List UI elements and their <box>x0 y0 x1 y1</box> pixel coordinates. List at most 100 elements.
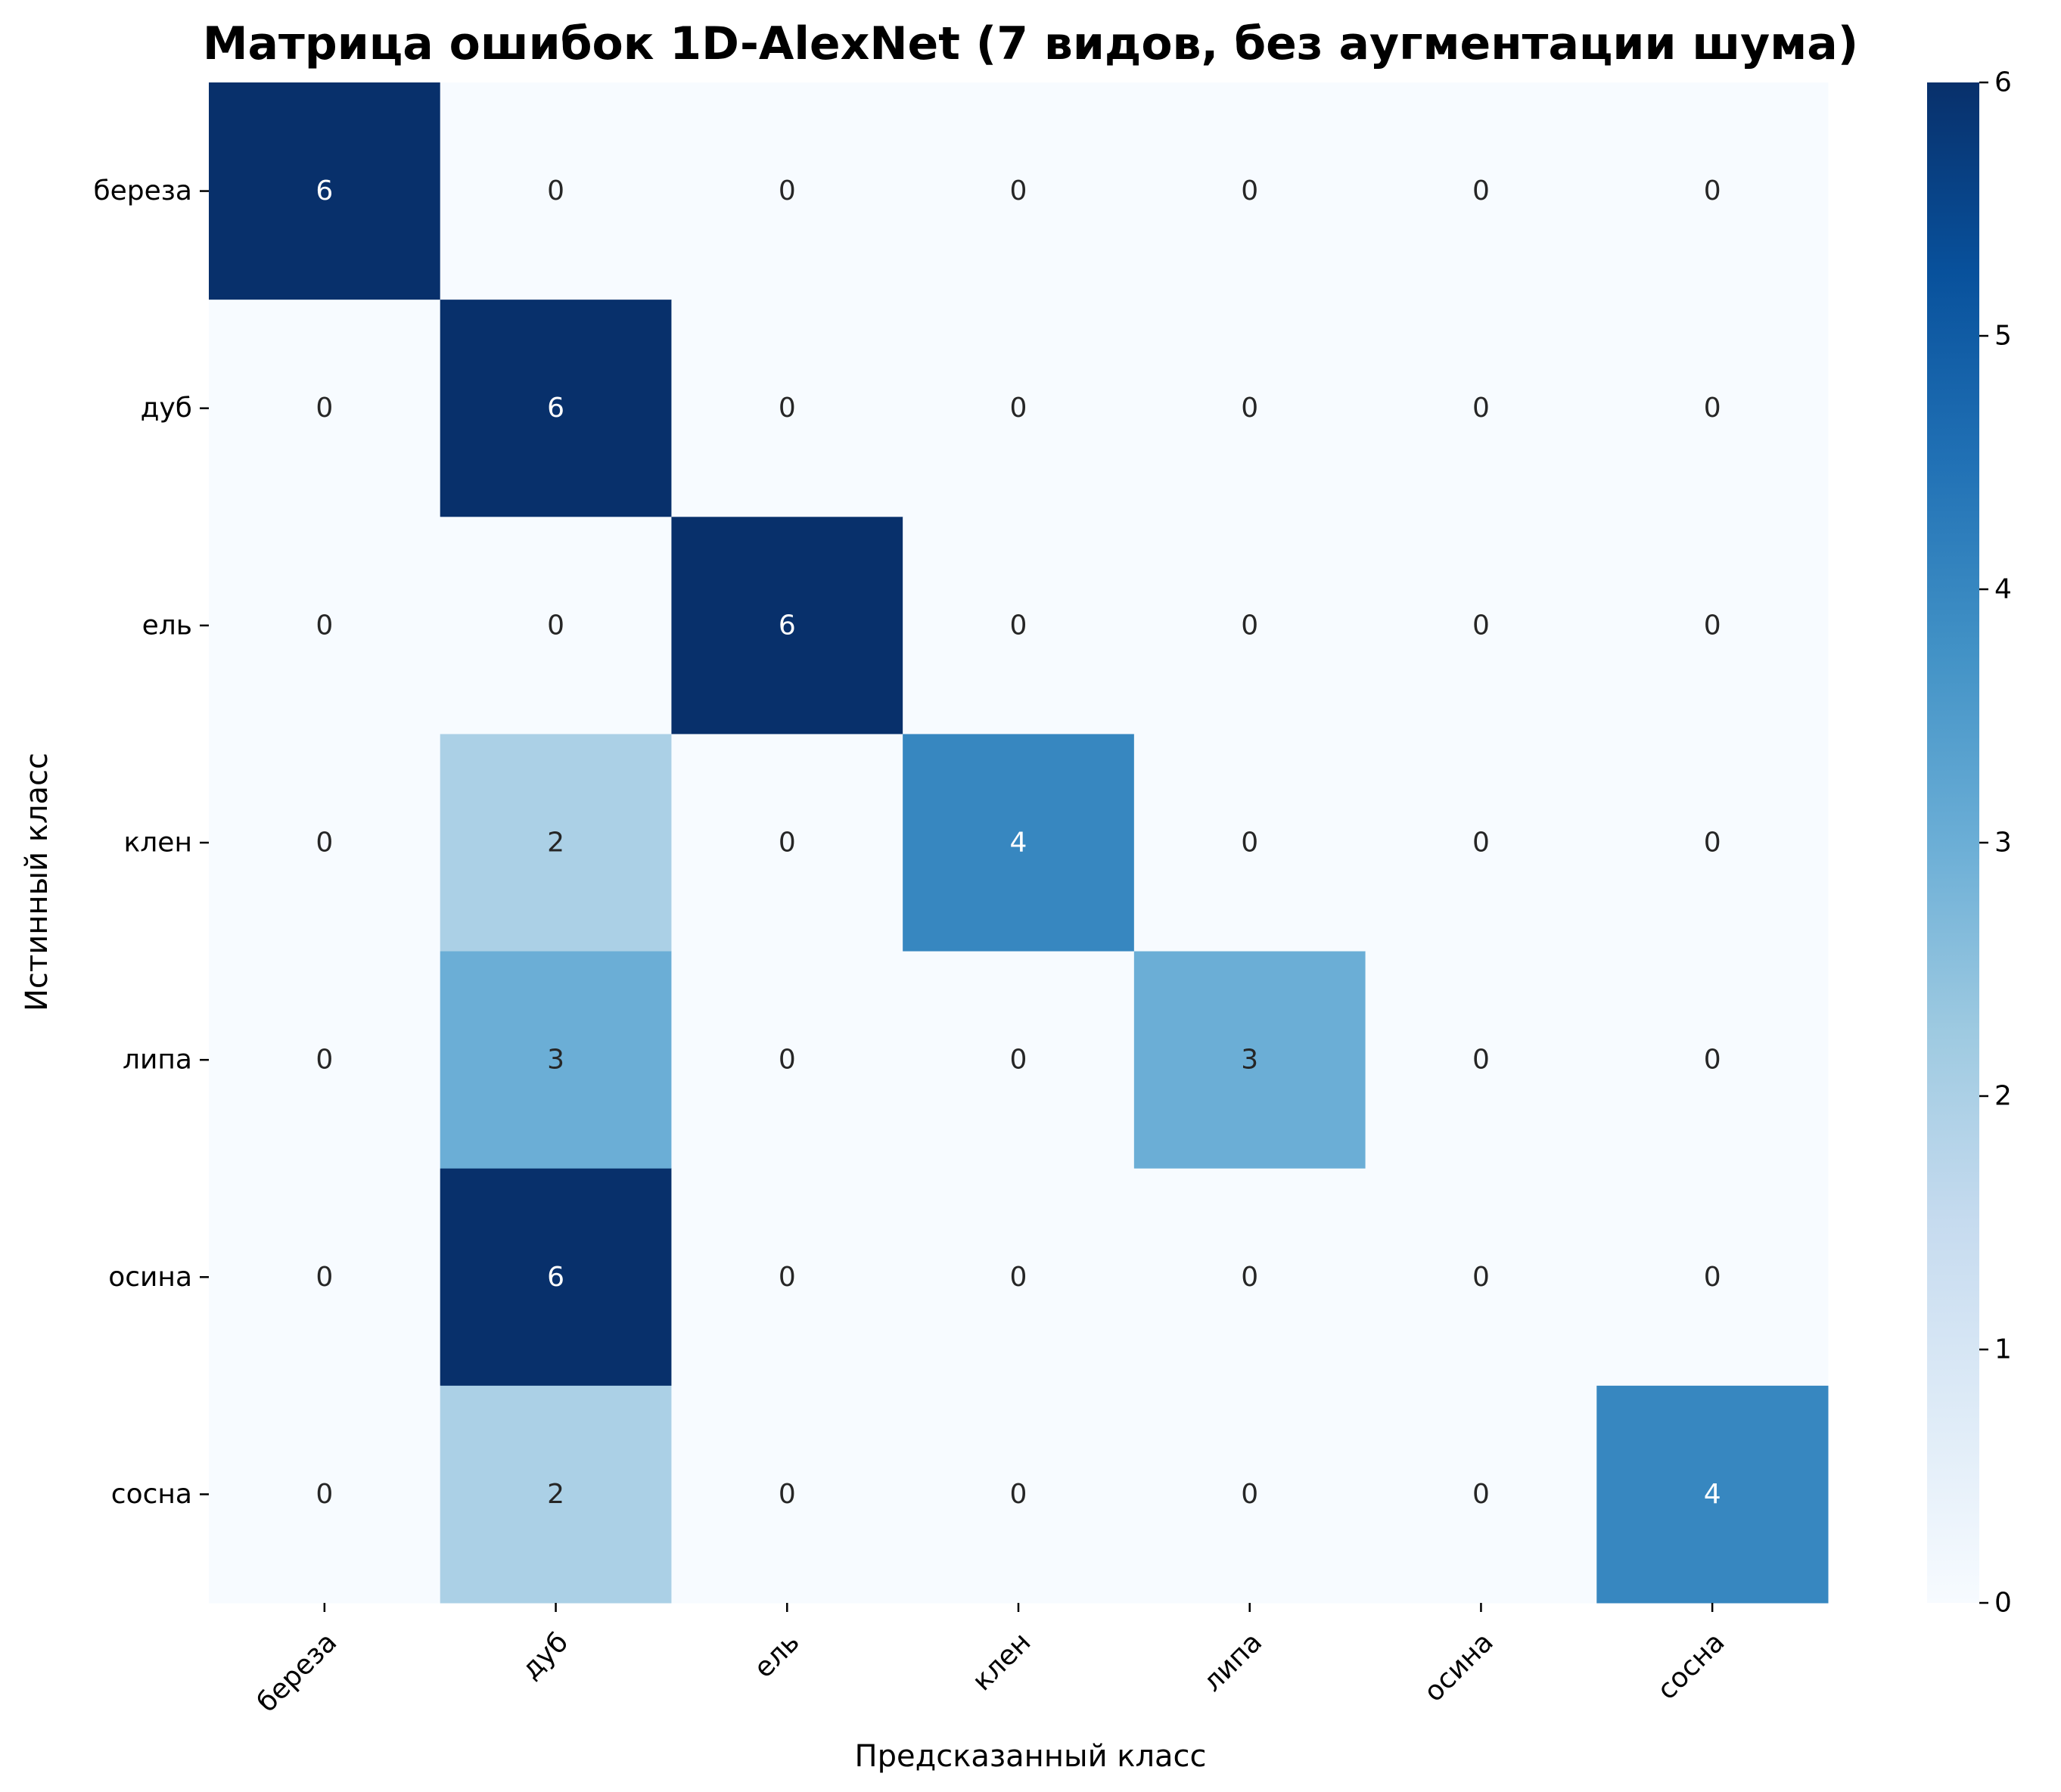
cell-value-label: 0 <box>779 828 796 859</box>
x-tick-label: липа <box>1197 1626 1268 1697</box>
colorbar-tick-label: 1 <box>1994 1334 2012 1365</box>
cell-value-label: 0 <box>1704 175 1721 207</box>
colorbar <box>1927 82 1979 1603</box>
heatmap-cell <box>1365 734 1597 952</box>
heatmap-cell <box>903 300 1135 517</box>
heatmap-cell <box>903 734 1135 952</box>
cell-value-label: 4 <box>1010 828 1027 859</box>
cell-value-label: 0 <box>1010 1479 1027 1510</box>
cell-value-label: 0 <box>1472 393 1490 424</box>
x-tick-label: клен <box>967 1626 1037 1697</box>
y-tick-label: клен <box>124 828 192 859</box>
heatmap-cell <box>903 1168 1135 1387</box>
heatmap-cell <box>903 82 1135 300</box>
cell-value-label: 4 <box>1704 1479 1721 1510</box>
heatmap-cell <box>903 1385 1135 1604</box>
cell-value-label: 0 <box>547 610 564 641</box>
colorbar-tick-label: 5 <box>1994 321 2012 352</box>
heatmap-cell <box>1133 300 1366 517</box>
cell-value-label: 0 <box>1241 393 1258 424</box>
y-axis-label: Истинный класс <box>20 753 54 1011</box>
heatmap-cell <box>209 1168 441 1387</box>
heatmap-cell <box>1596 517 1829 735</box>
heatmap-cell <box>1133 734 1366 952</box>
cell-value-label: 3 <box>1241 1045 1258 1076</box>
heatmap-cell <box>440 1168 672 1387</box>
colorbar-tick-label: 0 <box>1994 1588 2012 1619</box>
heatmap-cell <box>671 82 903 300</box>
cell-value-label: 3 <box>547 1045 564 1076</box>
heatmap-cell <box>671 300 903 517</box>
heatmap-cell <box>671 517 903 735</box>
cell-value-label: 2 <box>547 1479 564 1510</box>
cell-value-label: 0 <box>1472 610 1490 641</box>
heatmap-cell <box>1596 300 1829 517</box>
cell-value-label: 0 <box>779 1262 796 1293</box>
cell-value-label: 0 <box>779 1045 796 1076</box>
cell-value-label: 0 <box>1010 1262 1027 1293</box>
heatmap-cell <box>1365 1385 1597 1604</box>
y-tick-label: ель <box>142 610 192 641</box>
y-tick-label: сосна <box>111 1479 192 1510</box>
heatmap-cell-labels: 6 0 0 0 0 0 0 0 6 0 0 0 0 0 0 0 6 0 0 0 0 0 2 0 4 0 0 0 0 3 0 0 3 0 0 0 6 0 0 0… <box>316 175 1721 1510</box>
y-tick-label: береза <box>93 175 192 207</box>
heatmap-cell <box>903 517 1135 735</box>
cell-value-label: 0 <box>1704 610 1721 641</box>
cell-value-label: 0 <box>316 828 333 859</box>
heatmap-cell <box>1365 82 1597 300</box>
y-tick-label: липа <box>123 1045 192 1076</box>
cell-value-label: 0 <box>316 610 333 641</box>
heatmap-cell <box>209 734 441 952</box>
y-tick-label: дуб <box>141 393 192 424</box>
heatmap-cell <box>1133 82 1366 300</box>
heatmap-cell <box>1133 1385 1366 1604</box>
colorbar-ticks: 0 1 2 3 4 5 6 <box>1979 67 2012 1619</box>
heatmap-cell <box>1133 951 1366 1169</box>
cell-value-label: 0 <box>779 1479 796 1510</box>
cell-value-label: 0 <box>316 393 333 424</box>
cell-value-label: 0 <box>316 1262 333 1293</box>
cell-value-label: 0 <box>1241 828 1258 859</box>
cell-value-label: 0 <box>1472 1045 1490 1076</box>
x-tick-label: дуб <box>516 1626 574 1685</box>
cell-value-label: 0 <box>1241 1262 1258 1293</box>
x-axis-label: Предсказанный класс <box>855 1739 1207 1774</box>
heatmap-cell <box>209 951 441 1169</box>
cell-value-label: 6 <box>547 393 564 424</box>
heatmap-cell <box>440 951 672 1169</box>
cell-value-label: 0 <box>1472 1262 1490 1293</box>
cell-value-label: 0 <box>1704 1045 1721 1076</box>
cell-value-label: 0 <box>779 393 796 424</box>
heatmap-cell <box>1596 1168 1829 1387</box>
heatmap-cell <box>209 1385 441 1604</box>
heatmap-cell <box>1365 951 1597 1169</box>
heatmap-cell <box>209 300 441 517</box>
heatmap-cell <box>209 82 441 300</box>
cell-value-label: 0 <box>316 1479 333 1510</box>
cell-value-label: 2 <box>547 828 564 859</box>
cell-value-label: 0 <box>1472 175 1490 207</box>
cell-value-label: 0 <box>1010 1045 1027 1076</box>
colorbar-tick-label: 3 <box>1994 828 2012 859</box>
y-axis-ticks: береза дуб ель клен липа осина сосна <box>93 175 209 1510</box>
heatmap-cell <box>1365 300 1597 517</box>
heatmap-cell <box>671 734 903 952</box>
colorbar-tick-label: 6 <box>1994 67 2012 98</box>
heatmap-cell <box>1596 951 1829 1169</box>
cell-value-label: 6 <box>779 610 796 641</box>
heatmap-cell <box>209 517 441 735</box>
heatmap-cell <box>903 951 1135 1169</box>
cell-value-label: 0 <box>1010 175 1027 207</box>
heatmap-cell <box>440 300 672 517</box>
cell-value-label: 0 <box>316 1045 333 1076</box>
y-tick-label: осина <box>108 1262 192 1293</box>
heatmap-cell <box>1365 517 1597 735</box>
heatmap-cell <box>440 734 672 952</box>
chart-title: Матрица ошибок 1D-AlexNet (7 видов, без … <box>203 17 1858 70</box>
heatmap-cell <box>1365 1168 1597 1387</box>
heatmap-cell <box>1596 734 1829 952</box>
heatmap-cell <box>1596 1385 1829 1604</box>
cell-value-label: 0 <box>1704 393 1721 424</box>
x-tick-label: сосна <box>1652 1626 1731 1706</box>
